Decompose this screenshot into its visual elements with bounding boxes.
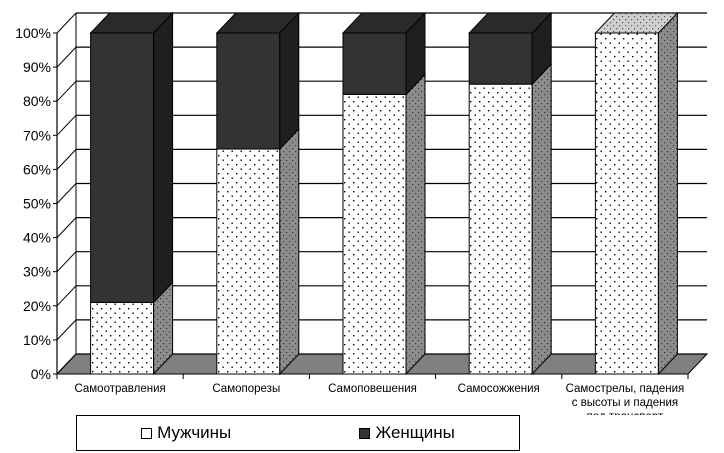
bar-women (216, 32, 281, 150)
gridline-depth (56, 217, 77, 238)
bar-men-side (531, 62, 552, 376)
x-tick-label: под транспорт (587, 411, 664, 415)
bar-women-top (215, 12, 300, 34)
gridline-depth (56, 46, 77, 68)
bar-women (342, 32, 407, 95)
y-tick-label: 20% (23, 298, 51, 314)
bar-women-top (468, 12, 553, 34)
y-tick-label: 80% (23, 93, 51, 109)
gridline-depth (56, 251, 77, 273)
y-tick-label: 50% (23, 196, 51, 212)
bar-group (341, 11, 427, 376)
bar-group (89, 11, 174, 376)
gridline-depth (56, 183, 77, 204)
bar-group (468, 11, 553, 376)
bar-women-side (279, 11, 300, 151)
gridline-depth (56, 80, 77, 102)
x-tick-label: Самосожжения (458, 383, 540, 395)
bar-women-side (153, 11, 174, 304)
bar-men (216, 148, 281, 375)
legend-label-women: Женщины (375, 423, 455, 442)
legend-item-women: Женщины (359, 423, 455, 443)
gridline-depth (56, 319, 77, 341)
bar-men-side (657, 11, 678, 376)
y-tick-label: 90% (23, 59, 51, 75)
x-tick-label: с высоты и падения (572, 397, 678, 409)
legend-label-men: Мужчины (157, 423, 232, 442)
y-tick-label: 40% (23, 230, 51, 246)
legend-swatch-women (359, 427, 371, 439)
y-tick-label: 60% (23, 161, 51, 177)
gridline-depth (56, 12, 77, 34)
y-tick-label: 10% (23, 332, 51, 348)
y-tick-label: 100% (15, 25, 51, 41)
bar-men-top (594, 12, 679, 34)
x-tick-label: Самоповешения (328, 383, 417, 395)
bar-women-top (89, 12, 174, 34)
y-tick-label: 30% (23, 264, 51, 280)
bar-men (468, 83, 533, 375)
bar-men (594, 32, 659, 375)
bar-women (90, 32, 155, 303)
legend-swatch-men (141, 427, 153, 439)
gridline-depth (56, 149, 77, 170)
y-tick-label: 0% (31, 366, 51, 382)
x-tick-label: Самопорезы (212, 383, 280, 395)
bar-group (215, 11, 300, 376)
bar-men (342, 93, 407, 375)
y-tick-label: 70% (23, 127, 51, 143)
bar-men-side (405, 73, 426, 376)
gridline-depth (56, 114, 77, 136)
x-tick-label: Самострелы, падения (566, 383, 685, 395)
bar-women (468, 32, 533, 85)
bar-men (90, 301, 155, 375)
bar-group (594, 11, 679, 376)
gridline-depth (56, 353, 77, 375)
bar-men-side (279, 127, 300, 376)
bar-women-top (341, 12, 427, 34)
gridline-depth (56, 285, 77, 307)
x-tick-label: Самоотравления (74, 383, 165, 395)
legend-item-men: Мужчины (141, 423, 231, 443)
chart-legend: Мужчины Женщины (76, 415, 520, 451)
chart-plot: 0% 10% 20% 30% 40% 50% 60% 70% 80% 90% 100% Самоотр… (15, 11, 709, 423)
